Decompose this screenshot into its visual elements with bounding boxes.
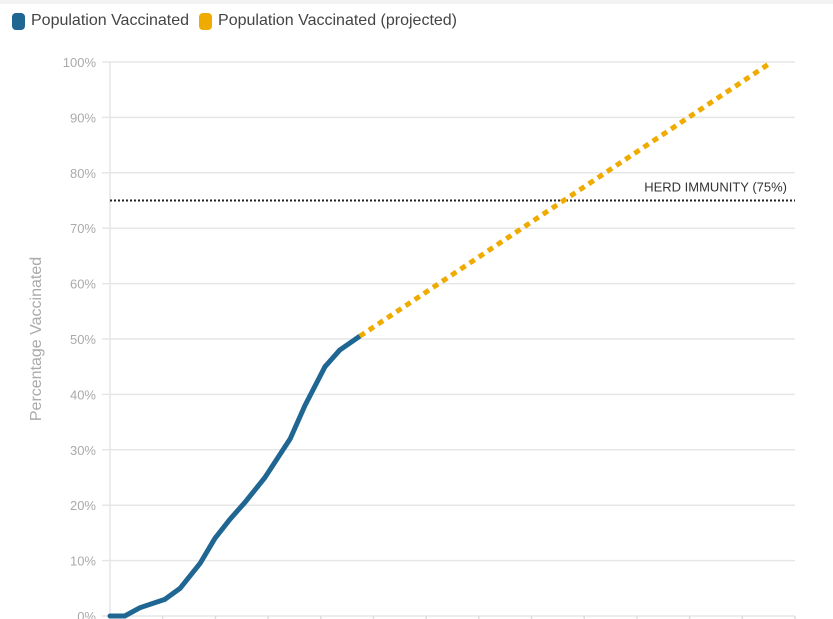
legend-label: Population Vaccinated	[31, 12, 190, 29]
vaccinated-series-line	[107, 333, 363, 619]
y-tick-label: 0%	[77, 609, 96, 619]
legend-swatch-vaccinated	[12, 12, 25, 30]
y-tick-label: 70%	[70, 221, 96, 236]
legend-item-vaccinated[interactable]: Population Vaccinated	[12, 12, 189, 30]
y-tick-label: 40%	[70, 387, 96, 402]
top-border	[0, 0, 833, 4]
legend-label: Population Vaccinated (projected)	[218, 12, 458, 29]
herd-immunity-label: HERD IMMUNITY (75%)	[644, 180, 787, 195]
chart-legend: Population Vaccinated Population Vaccina…	[12, 12, 467, 30]
y-axis-label: Percentage Vaccinated	[28, 257, 45, 421]
projected-series-line	[358, 59, 774, 339]
legend-item-projected[interactable]: Population Vaccinated (projected)	[199, 12, 457, 30]
y-tick-label: 100%	[63, 55, 97, 70]
y-tick-label: 90%	[70, 110, 96, 125]
y-tick-label: 80%	[70, 166, 96, 181]
y-tick-label: 30%	[70, 443, 96, 458]
legend-swatch-projected	[199, 12, 213, 30]
y-tick-label: 20%	[70, 498, 96, 513]
y-tick-label: 50%	[70, 332, 96, 347]
y-tick-label: 60%	[70, 277, 96, 292]
y-tick-label: 10%	[70, 554, 96, 569]
